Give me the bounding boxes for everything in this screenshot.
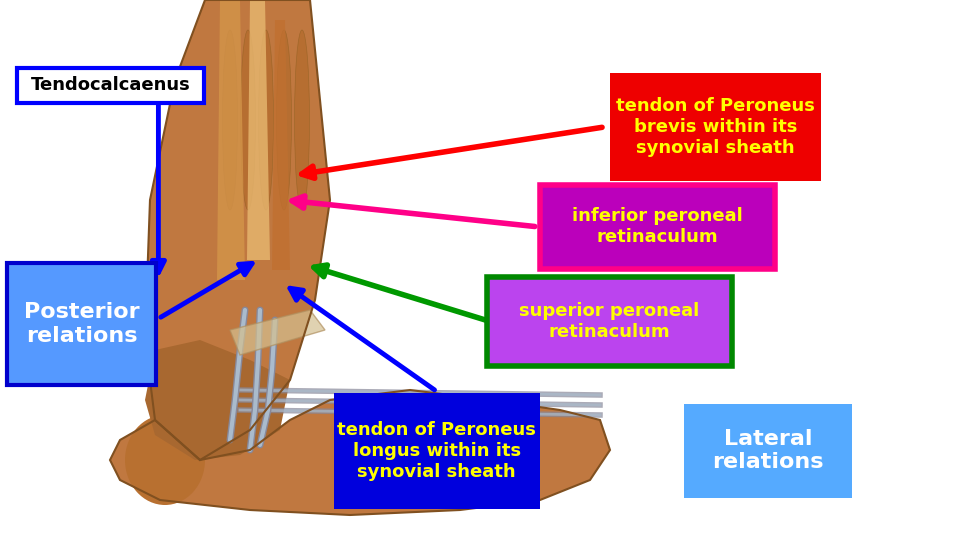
- Ellipse shape: [241, 30, 255, 210]
- FancyBboxPatch shape: [540, 185, 776, 268]
- FancyBboxPatch shape: [334, 393, 540, 509]
- Text: tendon of Peroneus
brevis within its
synovial sheath: tendon of Peroneus brevis within its syn…: [615, 97, 815, 157]
- FancyBboxPatch shape: [488, 276, 732, 366]
- Ellipse shape: [223, 30, 237, 210]
- FancyBboxPatch shape: [684, 403, 852, 498]
- Ellipse shape: [258, 30, 274, 210]
- Text: tendon of Peroneus
longus within its
synovial sheath: tendon of Peroneus longus within its syn…: [337, 421, 537, 481]
- Ellipse shape: [295, 30, 309, 210]
- Polygon shape: [110, 390, 610, 515]
- Text: Tendocalcaenus: Tendocalcaenus: [31, 76, 190, 94]
- Text: Lateral
relations: Lateral relations: [712, 429, 824, 472]
- FancyBboxPatch shape: [610, 73, 821, 181]
- Ellipse shape: [276, 30, 292, 210]
- Polygon shape: [145, 0, 330, 460]
- Text: inferior peroneal
retinaculum: inferior peroneal retinaculum: [572, 207, 743, 246]
- Ellipse shape: [125, 415, 205, 505]
- Polygon shape: [230, 310, 325, 355]
- FancyBboxPatch shape: [16, 68, 204, 103]
- Text: Posterior
relations: Posterior relations: [24, 302, 139, 346]
- Polygon shape: [247, 0, 270, 260]
- Polygon shape: [145, 340, 290, 460]
- Polygon shape: [217, 0, 245, 280]
- Polygon shape: [272, 20, 290, 270]
- FancyBboxPatch shape: [8, 263, 156, 384]
- Text: superior peroneal
retinaculum: superior peroneal retinaculum: [519, 302, 700, 341]
